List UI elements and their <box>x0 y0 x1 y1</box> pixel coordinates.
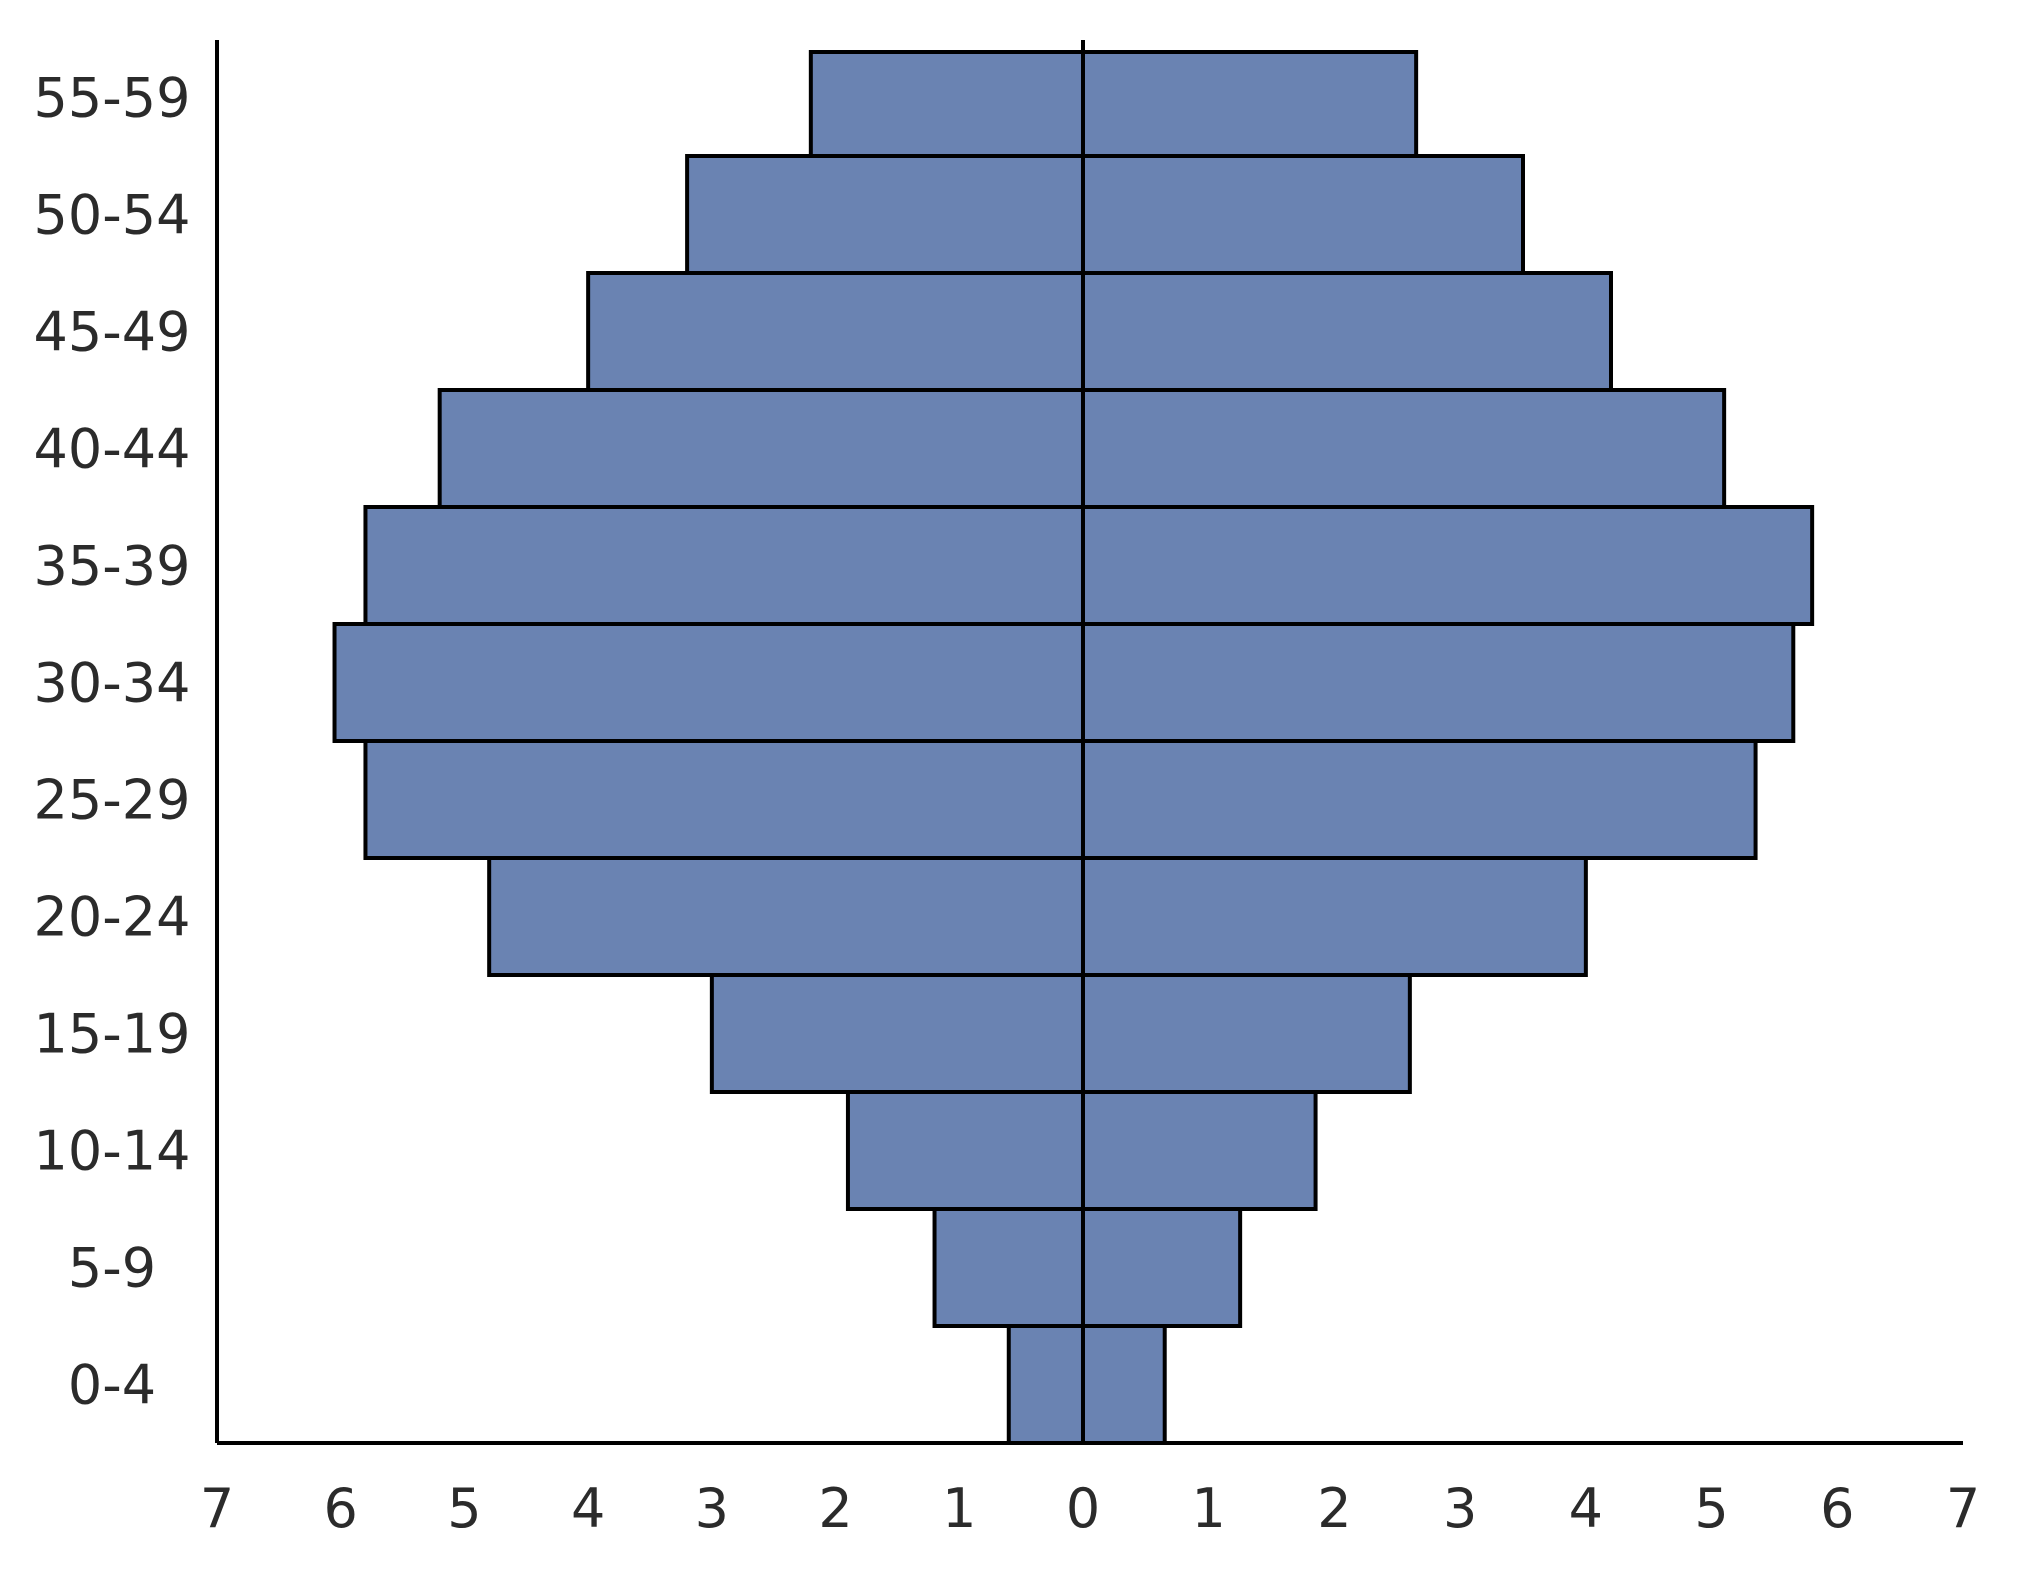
x-tick-label: 5 <box>1694 1477 1728 1540</box>
x-tick-label: 7 <box>200 1477 234 1540</box>
bar-left-40-44 <box>437 388 1085 509</box>
bar-left-55-59 <box>808 50 1085 158</box>
y-label-20-24: 20-24 <box>34 886 191 949</box>
bar-right-5-9 <box>1081 1207 1243 1328</box>
y-label-10-14: 10-14 <box>34 1120 191 1183</box>
bar-right-0-4 <box>1081 1324 1167 1445</box>
x-tick-label: 6 <box>1820 1477 1854 1540</box>
bar-left-0-4 <box>1006 1324 1085 1445</box>
bar-left-25-29 <box>363 739 1085 860</box>
x-tick-label: 5 <box>447 1477 481 1540</box>
bar-right-55-59 <box>1081 50 1419 158</box>
bar-left-20-24 <box>487 856 1085 977</box>
x-tick-label: 3 <box>695 1477 729 1540</box>
bar-left-35-39 <box>363 505 1085 626</box>
y-label-50-54: 50-54 <box>34 184 191 247</box>
y-label-55-59: 55-59 <box>34 67 191 130</box>
y-label-30-34: 30-34 <box>34 652 191 715</box>
bar-right-20-24 <box>1081 856 1588 977</box>
x-axis-labels: 7 6 5 4 3 2 1 0 1 2 3 4 5 6 7 <box>200 1477 1980 1540</box>
x-tick-label: 1 <box>1192 1477 1226 1540</box>
bar-left-30-34 <box>332 622 1085 743</box>
x-tick-label: 3 <box>1443 1477 1477 1540</box>
bar-right-40-44 <box>1081 388 1727 509</box>
y-label-35-39: 35-39 <box>34 535 191 598</box>
bar-left-10-14 <box>845 1090 1086 1211</box>
bar-right-45-49 <box>1081 271 1613 392</box>
y-label-45-49: 45-49 <box>34 301 191 364</box>
bar-left-50-54 <box>685 154 1085 275</box>
x-tick-label: 2 <box>1317 1477 1351 1540</box>
y-label-15-19: 15-19 <box>34 1003 191 1066</box>
y-label-40-44: 40-44 <box>34 418 191 481</box>
x-tick-label: 6 <box>324 1477 358 1540</box>
y-label-0-4: 0-4 <box>68 1354 156 1417</box>
x-tick-label: 7 <box>1946 1477 1980 1540</box>
bar-right-25-29 <box>1081 739 1758 860</box>
x-tick-label: 4 <box>1569 1477 1603 1540</box>
y-label-5-9: 5-9 <box>68 1237 156 1300</box>
bars-group <box>332 50 1815 1445</box>
y-label-25-29: 25-29 <box>34 769 191 832</box>
y-axis-labels: 0-4 5-9 10-14 15-19 20-24 25-29 30-34 35-39 40-4… <box>34 67 191 1417</box>
x-tick-label: 1 <box>942 1477 976 1540</box>
bar-right-35-39 <box>1081 505 1815 626</box>
bar-right-10-14 <box>1081 1090 1318 1211</box>
x-tick-label: 4 <box>571 1477 605 1540</box>
x-tick-label: 0 <box>1066 1477 1100 1540</box>
bar-left-15-19 <box>709 973 1085 1094</box>
x-tick-label: 2 <box>818 1477 852 1540</box>
bar-right-50-54 <box>1081 154 1525 275</box>
bar-left-45-49 <box>586 271 1086 392</box>
bar-right-30-34 <box>1081 622 1796 743</box>
bar-right-15-19 <box>1081 973 1412 1094</box>
bar-left-5-9 <box>932 1207 1085 1328</box>
